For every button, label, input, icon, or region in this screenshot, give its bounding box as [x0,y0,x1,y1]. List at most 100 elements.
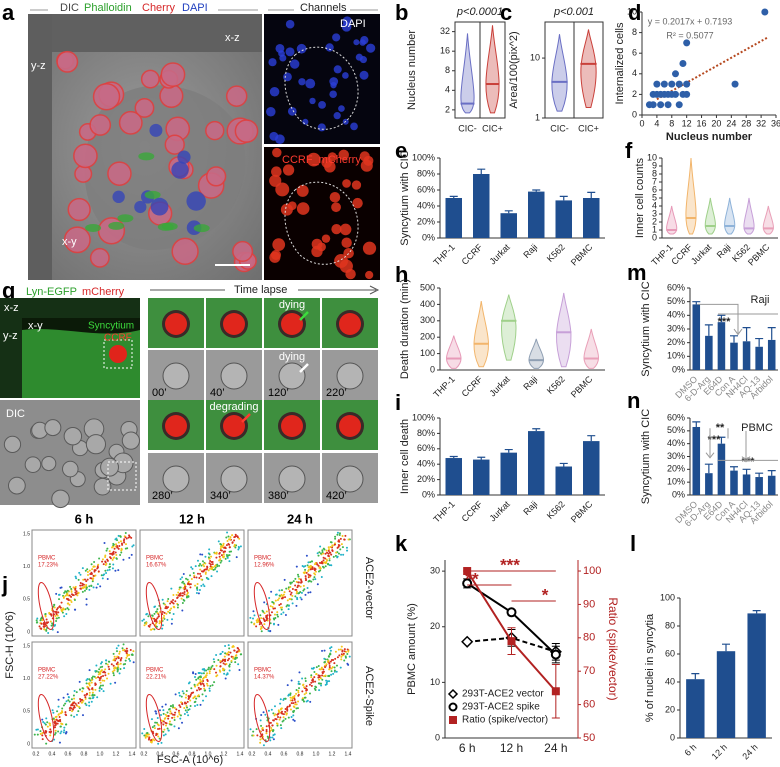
flow-dot [201,553,204,556]
flow-dot [108,566,111,569]
flow-dot [120,656,123,659]
flow-dot [98,679,101,682]
flow-dot [112,652,115,655]
flow-dot [289,708,292,711]
flow-dot [319,567,322,570]
cell [8,476,26,495]
flow-dot [323,657,326,660]
flow-dot [260,617,263,620]
flow-dot [66,602,69,605]
cell [93,477,112,496]
actin [138,152,155,161]
error-bar [504,448,513,453]
gate-value: 27.22% [38,675,59,681]
flow-dot [232,655,235,658]
flow-dot [221,650,224,653]
y-tick-label: 60% [667,412,685,422]
bar [755,346,763,370]
flow-dot [55,722,58,725]
flow-dot [341,650,344,653]
flow-dot [204,675,207,678]
flow-dot [100,661,103,664]
flow-dot [205,568,208,571]
flow-dot [295,604,298,607]
y-tick-label: 60% [417,443,435,453]
y-tick-label: 1 [652,224,657,234]
y-tick-label: 50% [667,296,685,306]
error-bar [692,421,701,427]
flow-dot [88,701,91,704]
annotation: y = 0.2017x + 0.7193 [648,16,733,26]
flow-dot [169,712,172,715]
flow-dot [181,690,184,693]
flow-dot [333,543,336,546]
flow-dot [249,616,252,619]
flow-dot [212,658,215,661]
flow-dot [68,707,71,710]
flow-dot [341,534,344,537]
cell [205,166,227,187]
x-tick-label: K562 [545,374,567,396]
flow-dot [290,591,293,594]
flow-dot [234,661,237,664]
flow-dot [162,723,165,726]
trendline [656,36,770,101]
flow-dot [211,664,214,667]
flow-dot [201,677,204,680]
y-tick-label: 400 [420,299,435,309]
flow-dot [200,584,203,587]
nucleus [134,200,147,214]
flow-dot [226,673,229,676]
flow-dot [282,593,285,596]
flow-dot [227,644,230,647]
flow-dot [93,565,96,568]
flow-dot [324,565,327,568]
flow-dot [150,628,153,631]
flow-dot [260,630,263,633]
x-tick-label: 6 h [683,742,699,758]
x-tick-label: 6 h [459,741,476,755]
cell [67,197,91,222]
flow-dot [276,713,279,716]
cherry-dot [280,203,293,216]
dapi-dot [350,122,358,131]
flow-dot [270,611,273,614]
flow-dot [189,705,192,708]
flow-dot [146,732,149,735]
flow-dot [190,566,193,569]
cell [73,143,98,169]
flow-dot [199,575,202,578]
legend-marker [449,716,457,724]
flow-dot [41,734,44,737]
flow-dot [46,721,49,724]
flow-dot [91,688,94,691]
flow-dot [115,553,118,556]
flow-dot [199,563,202,566]
note: dying [279,351,305,363]
cell [225,85,248,107]
flow-dot [218,551,221,554]
flow-dot [283,591,286,594]
flow-dot [304,568,307,571]
flow-dot [193,696,196,699]
flow-dot [103,542,106,545]
flow-dot [74,591,77,594]
flow-dot [60,722,63,725]
cell [41,455,57,472]
x-tick-label: CIC- [550,123,569,133]
flow-dot [162,734,165,737]
flow-dot [207,569,210,572]
flow-dot [252,730,255,733]
flow-dot [58,716,61,719]
flow-dot [269,736,272,739]
actin [85,223,102,232]
flow-dot [57,616,60,619]
flow-dot [250,621,253,624]
actin [117,214,134,223]
cherry-dot [365,270,374,280]
x-tick-label: PBMC [569,242,595,268]
flow-dot [59,725,62,728]
flow-dot [79,573,82,576]
flow-dot [157,728,160,731]
flow-dot [49,731,52,734]
